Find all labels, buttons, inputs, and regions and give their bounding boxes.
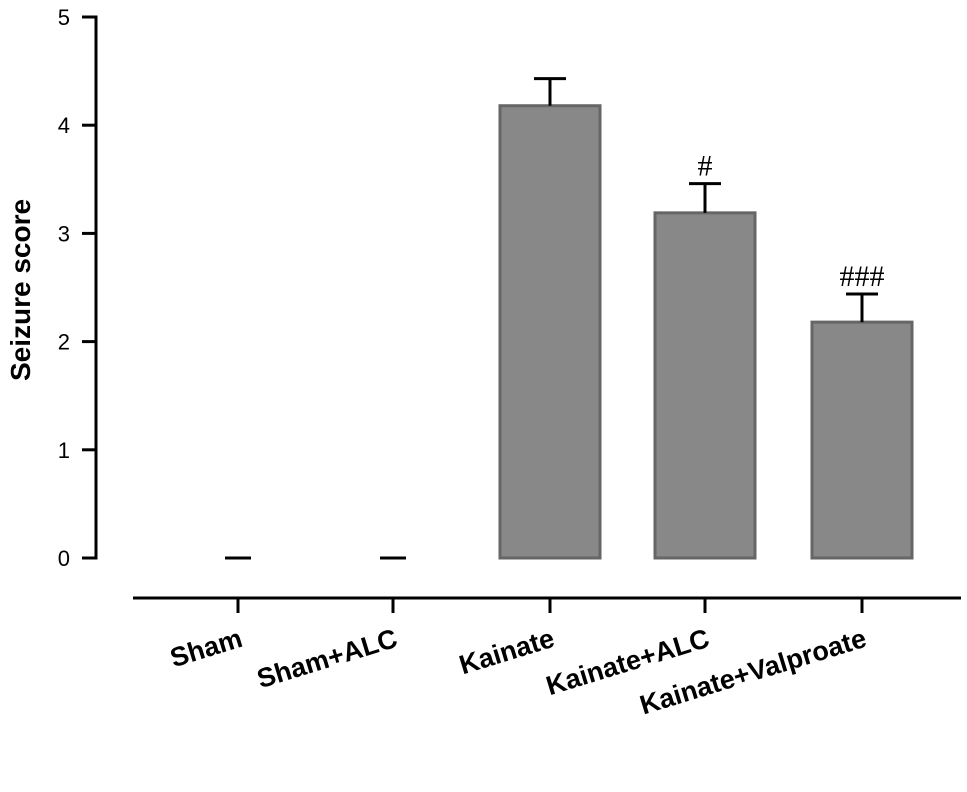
y-tick-label: 0 <box>58 546 70 571</box>
bar <box>498 104 602 560</box>
bars <box>225 104 914 560</box>
y-tick-label: 1 <box>58 438 70 463</box>
y-axis-label: Seizure score <box>5 199 36 381</box>
bar <box>810 320 914 560</box>
bar <box>653 211 757 560</box>
x-tick-label: Sham <box>167 623 246 673</box>
y-tick-label: 2 <box>58 330 70 355</box>
significance-annotation: # <box>698 150 713 183</box>
x-tick-label: Sham+ALC <box>254 623 401 694</box>
error-bar <box>689 182 721 213</box>
y-tick-label: 5 <box>58 5 70 30</box>
significance-annotation: ### <box>840 260 885 293</box>
y-axis: 0 1 2 3 4 5 <box>58 5 98 571</box>
y-tick-label: 3 <box>58 221 70 246</box>
error-bar <box>846 292 878 323</box>
y-tick-label: 4 <box>58 113 70 138</box>
x-axis: Sham Sham+ALC KainateKainate+ALCKainate+Va… <box>133 596 961 720</box>
error-bar <box>534 77 566 106</box>
error-bars <box>534 77 878 323</box>
annotations: #### <box>698 150 885 293</box>
